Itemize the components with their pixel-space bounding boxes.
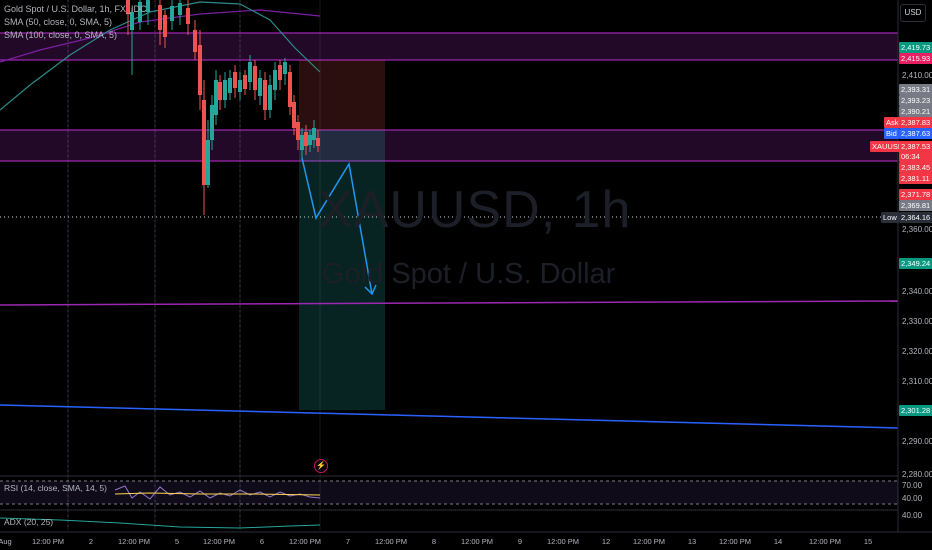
session-separators xyxy=(67,0,241,530)
price-tag: 2,393.31 xyxy=(899,84,932,95)
time-axis-label: 2 xyxy=(88,537,94,546)
time-axis-label: 12:00 PM xyxy=(546,537,580,546)
time-axis-label: 12:00 PM xyxy=(117,537,151,546)
rsi-axis-label: 40.00 xyxy=(902,494,923,503)
price-tag-zone-top: 2,419.73 xyxy=(899,42,932,53)
position-risk-zone xyxy=(299,60,385,130)
price-axis-label: 2,360.00 xyxy=(902,225,932,234)
price-axis-label: 2,330.00 xyxy=(902,317,932,326)
sma50-legend[interactable]: SMA (50, close, 0, SMA, 5) xyxy=(4,17,113,27)
bid-label: Bid xyxy=(884,128,899,139)
symbol-legend[interactable]: Gold Spot / U.S. Dollar, 1h, FX_IDC xyxy=(4,4,147,14)
adx-line xyxy=(0,517,321,529)
price-axis-label: 2,310.00 xyxy=(902,377,932,386)
time-axis-label: 12:00 PM xyxy=(460,537,494,546)
price-axis-label: 2,320.00 xyxy=(902,347,932,356)
adx-legend[interactable]: ADX (20, 25) xyxy=(4,517,54,527)
support-zone xyxy=(0,130,898,161)
watermark-symbol: XAUUSD, 1h xyxy=(318,181,632,239)
time-axis-label: 12:00 PM xyxy=(288,537,322,546)
time-axis-label: 14 xyxy=(773,537,783,546)
time-axis-label: Aug xyxy=(0,537,12,546)
candlesticks xyxy=(126,0,320,215)
resistance-zone xyxy=(0,33,898,60)
price-tag-zone-bottom: 2,415.93 xyxy=(899,53,932,64)
time-axis-label: 8 xyxy=(431,537,437,546)
price-tag-trendline: 2,301.28 xyxy=(899,405,932,416)
time-axis-label: 12:00 PM xyxy=(374,537,408,546)
price-tag: 2,369.81 xyxy=(899,200,932,211)
price-axis-label: 2,410.00 xyxy=(902,71,932,80)
bar-countdown: 06:34 xyxy=(899,151,932,162)
low-price: 2,364.16 xyxy=(899,212,932,223)
price-axis-label: 2,340.00 xyxy=(902,287,932,296)
price-tag-target: 2,349.24 xyxy=(899,258,932,269)
watermark-name: Gold Spot / U.S. Dollar xyxy=(322,258,616,290)
time-axis-label: 12:00 PM xyxy=(202,537,236,546)
time-axis-label: 12:00 PM xyxy=(632,537,666,546)
ask-label: Ask xyxy=(884,117,901,128)
time-axis-label: 7 xyxy=(345,537,351,546)
time-axis-label: 6 xyxy=(259,537,265,546)
time-axis-label: 15 xyxy=(863,537,873,546)
low-label: Low xyxy=(881,212,899,223)
time-axis-label: 13 xyxy=(687,537,697,546)
ask-price: 2,387.83 xyxy=(899,117,932,128)
adx-axis-label: 40.00 xyxy=(902,511,923,520)
bid-price: 2,387.63 xyxy=(899,128,932,139)
price-tag: 2,371.78 xyxy=(899,189,932,200)
price-axis-label: 2,280.00 xyxy=(902,470,932,479)
time-axis-label: 12:00 PM xyxy=(808,537,842,546)
vertical-grid xyxy=(67,0,321,530)
support-line xyxy=(0,300,899,306)
time-axis-label: 12 xyxy=(601,537,611,546)
sma50-line xyxy=(0,1,321,111)
time-axis-label: 12:00 PM xyxy=(718,537,752,546)
price-axis-label: 2,290.00 xyxy=(902,437,932,446)
price-tag: 2,393.23 xyxy=(899,95,932,106)
currency-button[interactable]: USD xyxy=(900,4,926,22)
projection-arrowhead xyxy=(364,284,377,296)
time-axis-label: 12:00 PM xyxy=(31,537,65,546)
trend-line xyxy=(0,404,899,429)
price-tag: 2,390.21 xyxy=(899,106,932,117)
rsi-legend[interactable]: RSI (14, close, SMA, 14, 5) xyxy=(4,483,107,493)
time-axis-label: 9 xyxy=(517,537,523,546)
time-axis-label: 5 xyxy=(174,537,180,546)
rsi-band xyxy=(0,481,898,504)
price-tag: 2,381.11 xyxy=(899,173,932,184)
rsi-ma-line xyxy=(114,492,321,496)
lightning-icon[interactable]: ⚡ xyxy=(314,459,328,473)
last-price: 2,387.53 xyxy=(899,141,932,152)
symbol-label: XAUUSD xyxy=(870,141,906,152)
projection-path xyxy=(301,157,373,295)
sma100-legend[interactable]: SMA (100, close, 0, SMA, 5) xyxy=(4,30,118,40)
rsi-axis-label: 70.00 xyxy=(902,481,923,490)
price-tag: 2,383.45 xyxy=(899,162,932,173)
